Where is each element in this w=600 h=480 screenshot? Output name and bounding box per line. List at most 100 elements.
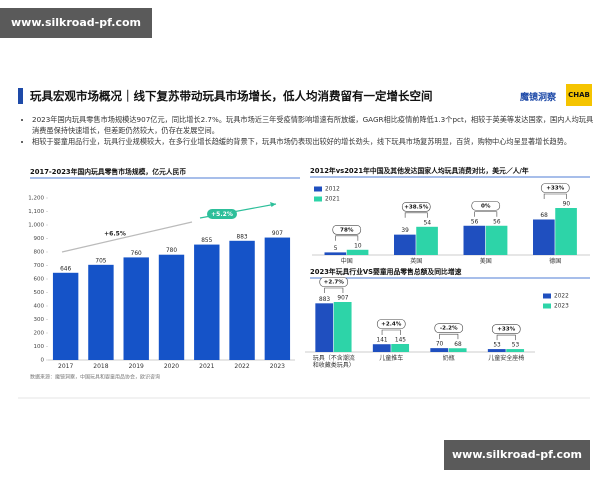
bar [394,234,416,255]
value-label: 68 [454,342,462,348]
bullet-list: 2023年国内玩具零售市场规模达907亿元，同比增长2.7%。玩具市场近三年受疫… [18,114,597,147]
trend-arrow [61,221,193,253]
bar [324,252,347,255]
bar [194,244,220,360]
annotation-box [471,200,501,211]
legend-label: 2021 [325,197,340,203]
value-label: 54 [424,220,432,226]
category-label: 美国 [479,258,492,265]
value-label: 855 [201,238,212,244]
annotation-box [491,324,521,334]
annotation-box [376,319,406,329]
legend-swatch [543,303,551,309]
value-label: 705 [95,258,106,264]
y-tick-label: 500 [34,290,45,296]
annotation-bracket [404,212,428,218]
bar [52,272,79,360]
category-label: 德国 [549,258,562,265]
badge: CHAB [566,84,592,106]
category-label: 英国 [410,258,423,265]
annotation-pill [207,209,237,219]
bar [315,303,334,352]
y-tick-label: 200 [34,331,45,337]
watermark: www.silkroad-pf.com [0,8,152,38]
value-label: 145 [395,338,406,344]
annotation-box [434,323,464,333]
y-tick-label: 1,200 [28,196,44,202]
value-label: 883 [319,297,330,303]
value-label: 5 [334,246,338,252]
value-label: 90 [563,202,571,208]
y-tick-label: 300 [34,317,45,323]
category-label: 2017 [58,363,74,370]
bar [346,249,369,255]
annotation: +2.4% [381,322,402,328]
y-tick-label: 700 [34,263,45,269]
watermark: www.silkroad-pf.com [444,440,590,470]
title-mark [18,88,23,104]
value-label: 907 [337,296,348,302]
annotation-bracket [335,235,359,241]
chart-title: 2017-2023年国内玩具零售市场规模，亿元人民币 [30,167,186,176]
annotation-bracket [496,334,516,341]
source-note: 数据来源：魔镜洞察，中国玩具和婴童用品协会，欧识咨询 [30,374,160,381]
value-label: 760 [131,251,142,257]
value-label: 10 [354,243,362,249]
annotation-bracket [474,211,498,217]
bar [448,348,467,352]
bar [533,219,555,255]
value-label: 53 [512,343,520,349]
value-label: 141 [377,338,388,344]
bar [372,344,391,352]
annotation: -2.2% [440,326,458,332]
value-label: 68 [540,213,548,219]
legend-swatch [543,293,551,299]
y-tick-label: 400 [34,304,45,310]
y-tick-label: 1,100 [28,209,44,215]
y-tick-label: 900 [34,236,45,242]
annotation: +5.2% [211,211,233,218]
slide-title: 玩具宏观市场概况｜线下复苏带动玩具市场增长，低人均消费留有一定增长空间 [30,89,433,103]
annotation: +33% [546,186,564,192]
value-label: 646 [60,266,71,272]
annotation-bracket [381,329,401,336]
annotation: 78% [340,227,354,233]
bar [487,349,506,352]
value-label: 56 [471,219,479,225]
value-label: 53 [493,343,501,349]
category-label: 玩具（不含潮流和收藏类玩具） [312,355,355,369]
bar [158,254,185,360]
legend-swatch [314,196,322,202]
legend-label: 2012 [325,187,340,193]
category-label: 奶瓶 [442,355,455,362]
value-label: 56 [493,219,501,225]
annotation: +33% [497,327,515,333]
category-label: 2021 [199,363,215,370]
category-label: 2022 [234,363,250,370]
bar [333,302,352,352]
category-label: 2020 [163,363,180,370]
legend-swatch [314,186,322,192]
y-tick-label: 600 [34,277,45,283]
annotation-box [540,183,570,193]
bar [264,237,291,360]
bullet: 相较于婴童用品行业，玩具行业规模较大，在多行业增长趋缓的背景下，玩具市场仍表现出… [32,136,597,147]
y-tick-label: 0 [41,358,45,364]
category-label: 儿童推车 [379,355,404,362]
value-label: 907 [272,231,283,237]
bar [416,226,438,255]
category-label: 2018 [93,363,109,370]
bar [88,264,114,360]
annotation: +2.7% [324,280,345,286]
chart-title: 2012年vs2021年中国及其他发达国家人均玩具消费对比，美元／人/年 [310,166,529,175]
value-label: 39 [401,228,409,234]
arrow-head [270,202,276,207]
legend-label: 2022 [554,294,569,300]
y-tick-label: 1,000 [28,223,44,229]
annotation-bracket [543,193,567,199]
annotation-box [401,202,431,212]
annotation-box [332,224,362,235]
bar [485,225,508,255]
annotation: +6.5% [104,231,126,238]
